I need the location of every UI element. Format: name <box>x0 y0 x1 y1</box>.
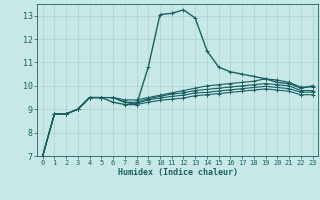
X-axis label: Humidex (Indice chaleur): Humidex (Indice chaleur) <box>118 168 237 177</box>
